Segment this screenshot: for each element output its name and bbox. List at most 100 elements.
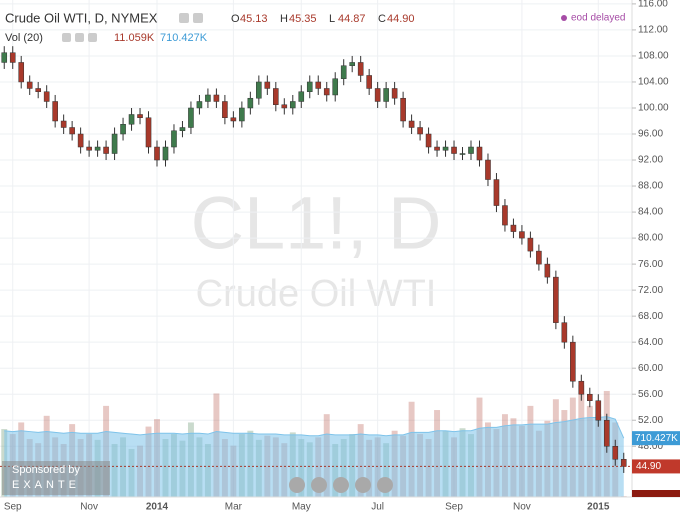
sponsor-label: Sponsored by: [12, 464, 80, 476]
hide-icon[interactable]: [193, 13, 203, 23]
candle-body: [451, 146, 457, 154]
navigation: [289, 477, 393, 493]
scroll-right[interactable]: [377, 477, 393, 493]
candle-body: [595, 400, 602, 421]
candle-body: [510, 224, 517, 232]
volume-ma-value: 710.427K: [160, 32, 208, 44]
x-tick-label: Mar: [225, 502, 243, 513]
candle-body: [26, 81, 33, 89]
candle-body: [468, 146, 474, 154]
candle-body: [264, 81, 271, 89]
ohlc-value: 44.90: [387, 13, 415, 25]
candle-body: [578, 380, 585, 395]
zoom-out[interactable]: [311, 477, 327, 493]
y-tick-label: 64.00: [638, 337, 663, 348]
candle-body: [485, 159, 491, 180]
watermark-name: Crude Oil WTI: [196, 273, 437, 315]
candle-body: [603, 419, 610, 447]
candle-body: [587, 393, 593, 401]
candle-body: [179, 127, 186, 132]
candle-body: [60, 120, 67, 128]
candle-body: [281, 104, 288, 109]
candle-body: [205, 94, 211, 102]
candle-body: [213, 94, 220, 102]
candle-body: [544, 263, 551, 278]
candle-body: [230, 117, 237, 122]
sponsor-box[interactable]: [2, 461, 110, 495]
x-tick-label: Nov: [513, 502, 531, 513]
candle-body: [256, 81, 262, 99]
y-tick-label: 100.00: [638, 103, 669, 114]
candle-body: [247, 97, 254, 109]
y-tick-label: 76.00: [638, 259, 663, 270]
candle-body: [154, 146, 160, 161]
vol-hide-icon[interactable]: [75, 33, 84, 42]
candle-body: [306, 81, 313, 92]
y-tick-label: 116.00: [638, 0, 668, 10]
x-tick-label: May: [292, 502, 311, 513]
volume-title: Vol (20): [5, 32, 43, 44]
candle-body: [273, 88, 279, 105]
candle-body: [536, 250, 542, 265]
candle-body: [349, 62, 355, 66]
candle-body: [519, 231, 525, 239]
candle-body: [35, 88, 41, 92]
reset[interactable]: [333, 477, 349, 493]
sponsor-name: EXANTE: [12, 479, 80, 491]
candle-body: [561, 322, 568, 343]
candle-body: [188, 107, 194, 128]
vol-close-icon[interactable]: [88, 33, 97, 42]
candle-body: [442, 146, 449, 151]
candle-body: [315, 81, 322, 89]
y-tick-label: 80.00: [638, 233, 663, 244]
ohlc-value: 45.13: [240, 13, 268, 25]
settings-icon[interactable]: [179, 13, 189, 23]
y-tick-label: 68.00: [638, 311, 663, 322]
candle-body: [289, 101, 296, 109]
candle-body: [340, 65, 347, 79]
candle-body: [145, 117, 152, 148]
y-tick-label: 72.00: [638, 285, 663, 296]
y-tick-label: 88.00: [638, 181, 663, 192]
candle-body: [553, 276, 559, 323]
candle-body: [137, 114, 143, 118]
candle-body: [111, 133, 118, 154]
candle-body: [434, 146, 440, 151]
y-tick-label: 60.00: [638, 363, 663, 374]
y-tick-label: 96.00: [638, 129, 663, 140]
scroll-left[interactable]: [289, 477, 305, 493]
candle-body: [18, 62, 25, 83]
ohlc-values: O 45.13 H 45.35 L 44.87 C 44.90: [231, 13, 415, 25]
candle-body: [52, 101, 58, 122]
y-tick-label: 48.00: [638, 441, 663, 452]
zoom-in[interactable]: [355, 477, 371, 493]
candle-body: [162, 146, 169, 161]
watermark-symbol: CL1!, D: [191, 182, 442, 265]
y-tick-label: 92.00: [638, 155, 663, 166]
x-tick-label: Sep: [445, 502, 463, 513]
candle-layer: [1, 46, 627, 473]
ohlc-key: H: [280, 13, 288, 25]
x-tick-label: Jul: [371, 502, 384, 513]
vol-settings-icon[interactable]: [62, 33, 71, 42]
candle-body: [493, 179, 500, 206]
x-tick-label: Nov: [80, 502, 98, 513]
candle-body: [196, 101, 203, 109]
x-tick-label: Sep: [4, 502, 22, 513]
candle-body: [86, 146, 92, 151]
candle-body: [408, 120, 415, 128]
candle-body: [332, 78, 339, 96]
candle-body: [323, 88, 330, 96]
candle-body: [94, 146, 101, 151]
volume-ma-line: [4, 416, 625, 439]
candle-body: [357, 62, 364, 76]
candle-body: [502, 205, 508, 226]
candle-body: [120, 124, 126, 135]
x-tick-label: 2014: [146, 502, 169, 513]
candle-body: [383, 88, 389, 102]
candle-body: [1, 52, 8, 63]
volume-tag: [632, 490, 680, 497]
ohlc-key: L: [329, 13, 335, 25]
last-price-tag: [632, 459, 680, 474]
